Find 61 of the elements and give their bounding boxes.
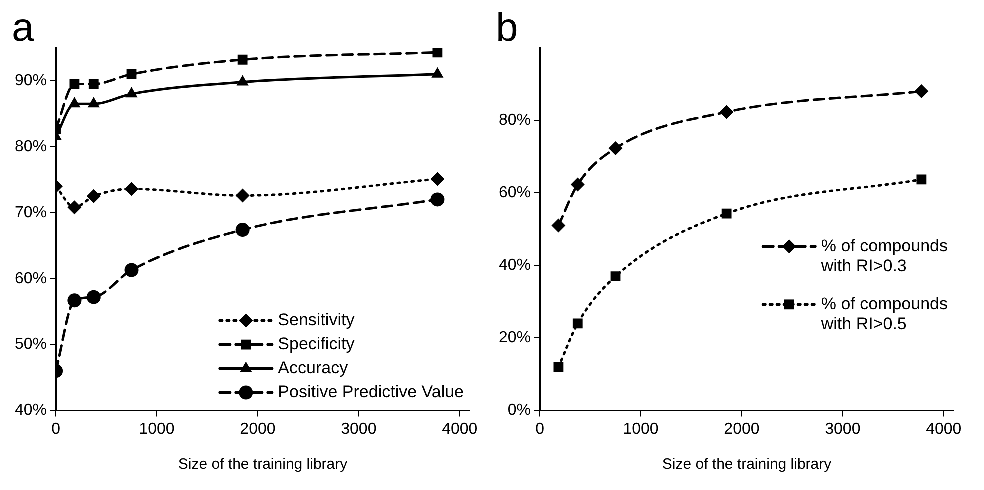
point [126,87,138,98]
legend-label: Specificity [278,334,356,354]
point [916,174,927,185]
y-tick-label: 0% [508,402,532,420]
point [572,318,583,329]
point [552,218,566,233]
legend-label: Sensitivity [278,310,356,330]
chart-title: a [12,6,35,50]
legend-label: % of compounds with RI>0.3 [820,236,948,276]
x-tick-label: 2000 [240,420,276,438]
y-tick-label: 20% [498,330,532,347]
point [432,67,444,78]
legend-label: % of compounds with RI>0.5 [820,294,948,334]
point [70,79,80,90]
x-axis-title: Size of the training library [178,456,348,474]
point [608,141,623,156]
x-tick-label: 0 [536,420,545,438]
point [236,188,250,203]
point [238,54,248,65]
point [86,290,101,304]
point [720,105,734,120]
y-tick-label: 50% [14,336,48,354]
x-tick-label: 3000 [825,420,861,438]
x-tick-label: 2000 [724,420,760,438]
y-tick-label: 40% [14,402,48,420]
y-tick-label: 40% [498,257,532,274]
point [86,189,101,204]
point [554,362,564,372]
point [610,272,621,282]
point [88,79,99,90]
point [432,48,443,58]
y-tick-label: 60% [14,270,48,288]
x-axis-title: Size of the training library [662,456,832,474]
point [68,97,81,108]
y-tick-label: 70% [14,204,48,222]
point [68,200,82,215]
chart-title: b [496,6,518,50]
y-tick-label: 90% [14,72,48,90]
point [236,223,250,238]
y-tick-label: 60% [498,184,532,202]
point [88,97,100,108]
point [430,172,445,186]
x-tick-label: 1000 [139,420,175,438]
x-tick-label: 0 [52,420,61,438]
point [126,69,137,80]
point [236,75,249,86]
point [124,182,139,196]
point [722,208,732,219]
legend-label: Positive Predictive Value [278,382,464,402]
legend-label: Accuracy [278,358,349,378]
y-tick-label: 80% [14,138,48,156]
x-tick-label: 3000 [341,420,377,438]
point [570,178,585,192]
x-tick-label: 4000 [926,420,962,438]
y-tick-label: 80% [498,112,532,129]
point [430,192,445,207]
point [124,263,139,278]
point [914,84,929,99]
point [68,294,82,308]
x-tick-label: 4000 [442,420,478,438]
x-tick-label: 1000 [623,420,659,438]
